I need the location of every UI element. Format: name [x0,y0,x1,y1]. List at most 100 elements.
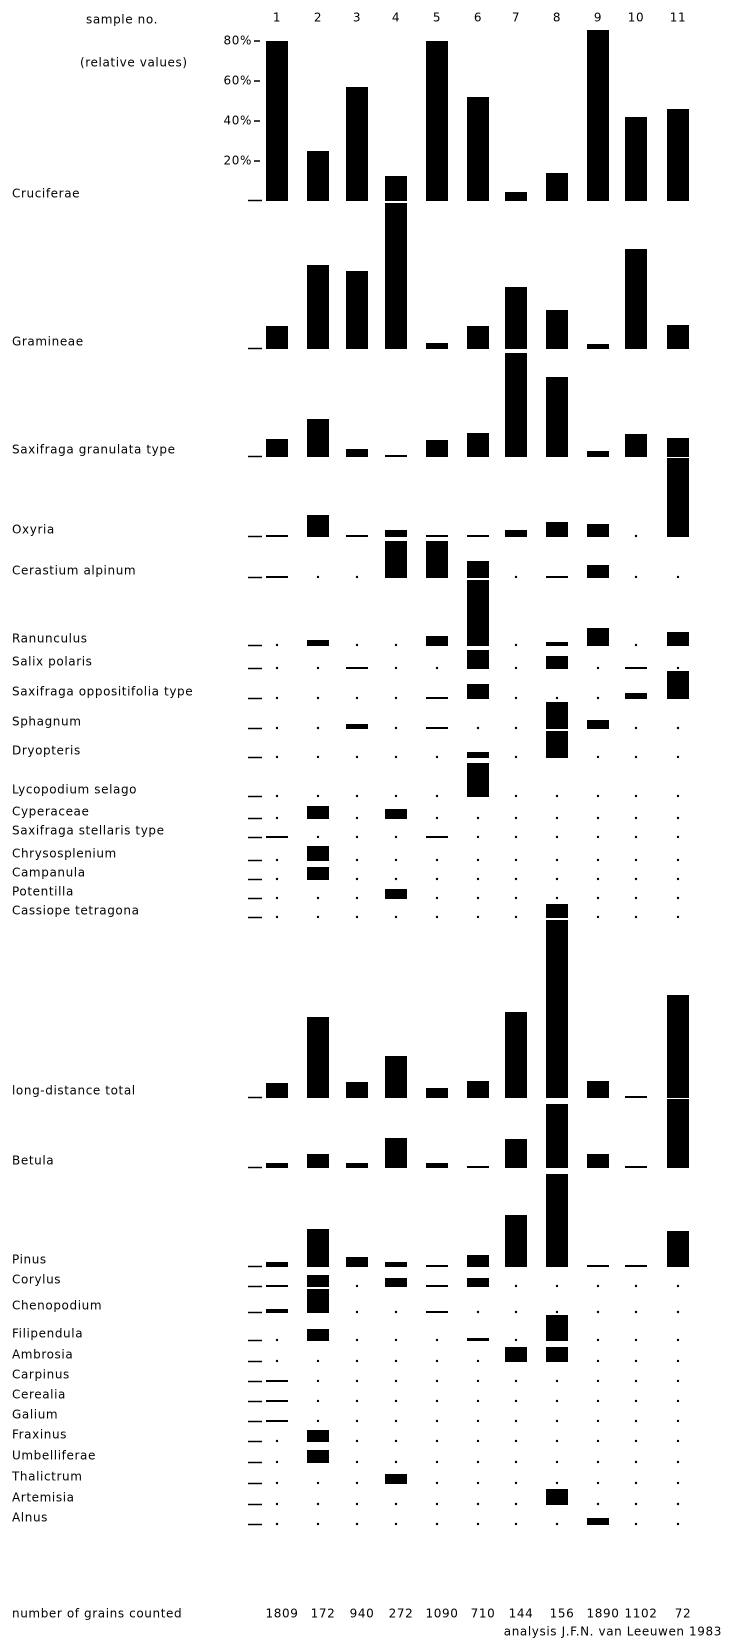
bar [505,1012,527,1098]
y-tick-label: 60% [224,74,252,88]
presence-dot [435,1419,439,1423]
bar [467,1338,489,1341]
bar [625,1096,647,1098]
bar [467,684,489,699]
presence-dot [634,877,638,881]
bar [307,265,329,349]
presence-dot [596,1379,600,1383]
presence-dot [394,1522,398,1526]
presence-dot [596,858,600,862]
presence-dot [555,1379,559,1383]
bar [667,458,689,537]
bar [426,1311,448,1313]
presence-dot [275,1502,279,1506]
presence-dot [275,877,279,881]
presence-dot [634,1502,638,1506]
bar [426,836,448,838]
presence-dot [355,575,359,579]
bar [385,541,407,578]
presence-dot [676,877,680,881]
presence-dot [634,1460,638,1464]
presence-dot [355,794,359,798]
presence-dot [676,1399,680,1403]
presence-dot [676,1419,680,1423]
presence-dot [634,896,638,900]
presence-dot [394,835,398,839]
presence-dot [555,835,559,839]
bar [546,1174,568,1267]
presence-dot [435,1338,439,1342]
taxon-label: Artemisia [12,1491,75,1505]
sample-number: 11 [670,11,686,25]
presence-dot [476,1359,480,1363]
bar [426,440,448,457]
presence-dot [355,1502,359,1506]
presence-dot [596,1310,600,1314]
presence-dot [676,1310,680,1314]
presence-dot [316,696,320,700]
presence-dot [435,1460,439,1464]
presence-dot [676,1359,680,1363]
bar [426,727,448,729]
bar [385,1262,407,1267]
bar [625,117,647,201]
presence-dot [555,1522,559,1526]
bar [385,1474,407,1484]
presence-dot [634,1399,638,1403]
sample-number: 6 [474,11,482,25]
bar [385,809,407,819]
bar [467,1081,489,1098]
bar [307,640,329,646]
bar [505,353,527,457]
presence-dot [596,1460,600,1464]
bar [385,455,407,457]
presence-dot [596,1439,600,1443]
presence-dot [476,1379,480,1383]
presence-dot [275,896,279,900]
presence-dot [476,858,480,862]
presence-dot [355,877,359,881]
bar [587,565,609,578]
bar [385,176,407,201]
presence-dot [634,1338,638,1342]
bar [546,642,568,646]
presence-dot [596,877,600,881]
presence-dot [435,1379,439,1383]
bar [307,1017,329,1098]
presence-dot [316,575,320,579]
y-tick-label: 40% [224,114,252,128]
presence-dot [634,816,638,820]
presence-dot [476,816,480,820]
bar [546,522,568,537]
grain-count: 144 [509,1607,534,1621]
presence-dot [316,666,320,670]
bar [385,203,407,349]
bar [346,449,368,457]
presence-dot [514,877,518,881]
taxon-label: Cerealia [12,1388,66,1402]
bar [307,867,329,880]
taxon-label: Carpinus [12,1368,70,1382]
bar [385,1056,407,1098]
taxon-label: long-distance total [12,1084,136,1098]
presence-dot [476,896,480,900]
presence-dot [555,1399,559,1403]
bar [546,173,568,201]
bar [426,1088,448,1098]
presence-dot [676,794,680,798]
presence-dot [514,915,518,919]
sample-number: 3 [353,11,361,25]
presence-dot [476,1419,480,1423]
presence-dot [555,896,559,900]
taxon-label: Betula [12,1154,54,1168]
bar [266,1400,288,1402]
bar [546,920,568,1098]
bar [467,97,489,201]
bar [587,1265,609,1267]
grains-label: number of grains counted [12,1607,182,1621]
taxon-label: Campanula [12,866,86,880]
sample-number: 1 [273,11,281,25]
presence-dot [275,1522,279,1526]
bar [426,697,448,699]
presence-dot [634,794,638,798]
